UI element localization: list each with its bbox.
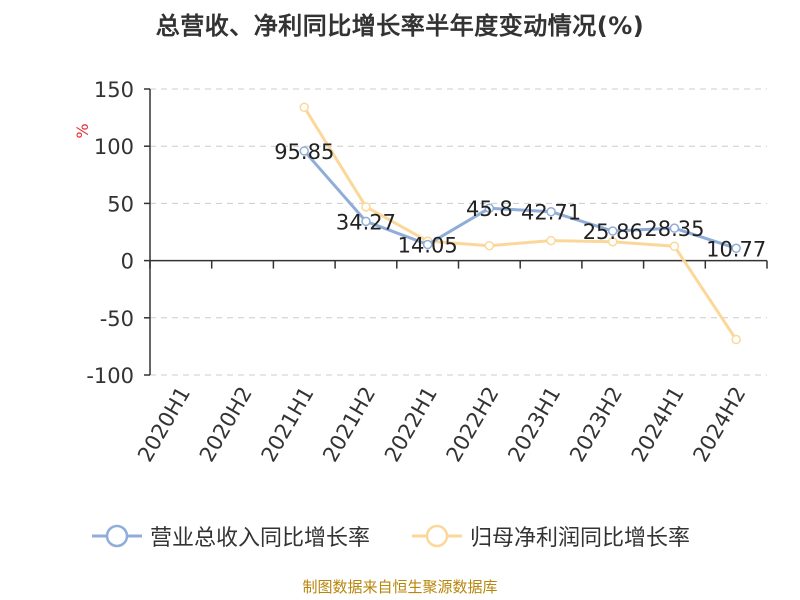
y-tick-label: 150 — [94, 78, 134, 102]
data-point[interactable] — [484, 240, 495, 251]
x-tick-label: 2023H1 — [503, 383, 565, 467]
legend-marker-profit — [412, 524, 462, 548]
series-line — [302, 106, 738, 341]
data-point[interactable] — [361, 216, 371, 227]
data-label: 10.77 — [706, 237, 766, 261]
chart-title: 总营收、净利同比增长率半年度变动情况(%) — [155, 12, 645, 40]
legend-item-profit[interactable]: 归母净利润同比增长率 — [412, 518, 690, 554]
data-point[interactable] — [608, 226, 618, 236]
data-label: 25.86 — [583, 220, 643, 244]
data-label: 42.71 — [521, 201, 581, 225]
x-tick-labels: 2020H1 2020H2 2021H1 2021H2 2022H1 2022H2 2023… — [133, 382, 750, 466]
legend-item-revenue[interactable]: 营业总收入同比增长率 — [92, 518, 370, 554]
legend-label-profit: 归母净利润同比增长率 — [470, 526, 691, 551]
data-label: 34.27 — [336, 210, 396, 234]
legend-label-revenue: 营业总收入同比增长率 — [150, 526, 371, 551]
legend-marker-revenue — [92, 524, 142, 548]
x-tick-label: 2022H1 — [380, 383, 442, 467]
data-point[interactable] — [669, 223, 680, 233]
x-tick-label: 2022H2 — [442, 382, 504, 466]
y-axis-label: % — [73, 123, 92, 138]
data-label: 28.35 — [644, 217, 704, 241]
y-tick-label: -50 — [100, 307, 134, 331]
data-point[interactable] — [299, 146, 309, 156]
x-tick-label: 2023H2 — [565, 383, 627, 467]
axes — [144, 88, 768, 376]
data-point[interactable] — [546, 206, 556, 217]
x-tick-label: 2024H1 — [627, 383, 689, 467]
y-tick-label: 50 — [107, 192, 134, 216]
data-label: 95.85 — [274, 140, 334, 164]
data-point[interactable] — [299, 102, 309, 113]
x-tick-label: 2020H2 — [195, 383, 257, 467]
series-line — [303, 149, 737, 250]
data-point[interactable] — [484, 203, 495, 213]
y-tick-labels: 150 100 50 0 -50 -100 — [86, 78, 134, 388]
source-footer: 制图数据来自恒生聚源数据库 — [302, 578, 498, 596]
line-chart: 150 100 50 0 -50 -100 2020H1 2020H2 2021H1 2021H… — [73, 78, 768, 466]
x-tick-label: 2021H1 — [256, 383, 318, 467]
data-point[interactable] — [422, 239, 433, 250]
y-tick-label: 0 — [121, 250, 134, 274]
x-tick-label: 2020H1 — [133, 383, 195, 467]
data-point[interactable] — [608, 236, 618, 247]
data-point[interactable] — [546, 235, 556, 246]
data-point[interactable] — [731, 334, 741, 345]
data-point[interactable] — [361, 202, 371, 212]
data-point[interactable] — [669, 241, 680, 252]
grid-lines — [150, 88, 767, 376]
x-tick-label: 2021H2 — [318, 383, 380, 467]
data-label: 45.8 — [466, 197, 513, 221]
data-point[interactable] — [731, 243, 741, 254]
y-tick-label: 100 — [94, 135, 134, 159]
series-group — [299, 102, 741, 345]
y-tick-label: -100 — [86, 364, 134, 388]
legend: 营业总收入同比增长率 归母净利润同比增长率 — [0, 518, 800, 554]
data-label: 14.05 — [398, 234, 458, 258]
x-tick-label: 2024H2 — [688, 383, 750, 467]
